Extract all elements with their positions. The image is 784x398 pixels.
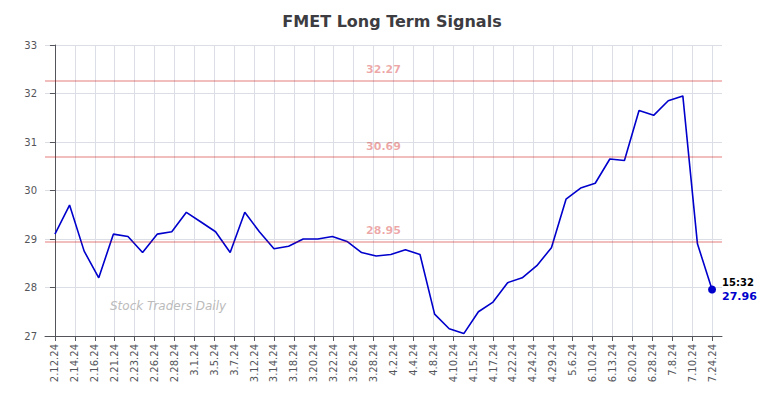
svg-text:4.22.24: 4.22.24 <box>507 344 518 382</box>
svg-text:4.15.24: 4.15.24 <box>468 344 479 382</box>
svg-text:3.14.24: 3.14.24 <box>268 344 279 382</box>
svg-text:32: 32 <box>24 88 37 99</box>
svg-text:FMET Long Term Signals: FMET Long Term Signals <box>282 12 501 31</box>
svg-text:31: 31 <box>24 137 37 148</box>
svg-text:3.1.24: 3.1.24 <box>189 344 200 376</box>
svg-text:3.22.24: 3.22.24 <box>328 344 339 382</box>
svg-text:7.8.24: 7.8.24 <box>667 344 678 376</box>
svg-text:2.28.24: 2.28.24 <box>169 344 180 382</box>
svg-text:2.21.24: 2.21.24 <box>109 344 120 382</box>
svg-text:33: 33 <box>24 40 37 51</box>
svg-text:Stock Traders Daily: Stock Traders Daily <box>110 299 227 313</box>
svg-text:2.12.24: 2.12.24 <box>49 344 60 382</box>
svg-text:3.18.24: 3.18.24 <box>288 344 299 382</box>
svg-text:4.8.24: 4.8.24 <box>428 344 439 376</box>
svg-text:30.69: 30.69 <box>366 140 401 153</box>
svg-text:28.95: 28.95 <box>366 224 401 237</box>
svg-text:4.17.24: 4.17.24 <box>488 344 499 382</box>
svg-text:3.5.24: 3.5.24 <box>209 344 220 376</box>
svg-text:4.4.24: 4.4.24 <box>408 344 419 376</box>
svg-text:27: 27 <box>24 331 37 342</box>
svg-text:2.14.24: 2.14.24 <box>69 344 80 382</box>
svg-text:6.28.24: 6.28.24 <box>647 344 658 382</box>
svg-text:27.96: 27.96 <box>722 290 757 303</box>
svg-text:5.6.24: 5.6.24 <box>567 344 578 376</box>
svg-text:6.13.24: 6.13.24 <box>607 344 618 382</box>
svg-text:3.26.24: 3.26.24 <box>348 344 359 382</box>
svg-text:15:32: 15:32 <box>722 277 754 288</box>
svg-text:3.28.24: 3.28.24 <box>368 344 379 382</box>
svg-text:2.23.24: 2.23.24 <box>129 344 140 382</box>
svg-text:3.20.24: 3.20.24 <box>308 344 319 382</box>
svg-text:2.16.24: 2.16.24 <box>89 344 100 382</box>
svg-text:4.10.24: 4.10.24 <box>448 344 459 382</box>
svg-text:32.27: 32.27 <box>366 63 401 76</box>
svg-text:28: 28 <box>24 282 37 293</box>
svg-text:3.7.24: 3.7.24 <box>229 344 240 376</box>
svg-text:7.10.24: 7.10.24 <box>687 344 698 382</box>
svg-text:29: 29 <box>24 234 37 245</box>
svg-text:3.12.24: 3.12.24 <box>249 344 260 382</box>
svg-text:4.24.24: 4.24.24 <box>527 344 538 382</box>
svg-text:6.20.24: 6.20.24 <box>627 344 638 382</box>
svg-text:2.26.24: 2.26.24 <box>149 344 160 382</box>
svg-text:30: 30 <box>24 185 37 196</box>
svg-text:4.29.24: 4.29.24 <box>547 344 558 382</box>
svg-text:6.10.24: 6.10.24 <box>587 344 598 382</box>
svg-text:7.24.24: 7.24.24 <box>707 344 718 382</box>
svg-text:4.2.24: 4.2.24 <box>388 344 399 376</box>
